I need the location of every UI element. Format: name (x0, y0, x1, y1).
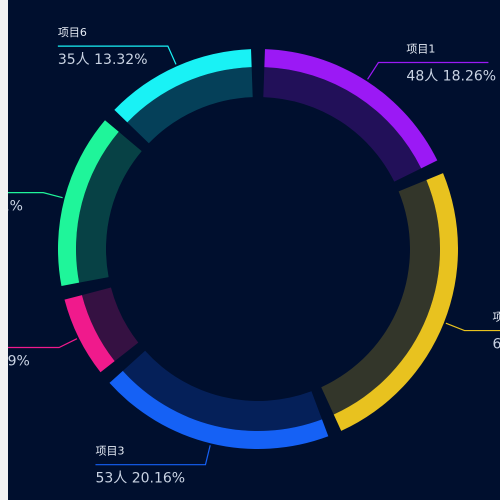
slice-5-rim (58, 120, 119, 287)
slice-2-leader (445, 322, 500, 332)
slice-1-name-label: 项目1 (406, 43, 435, 56)
slice-6-name-label: 项目6 (58, 26, 87, 39)
donut-chart: 项目1 48人 18.26% 项目2 67人 25.48% 项目3 53人 20.16% 项… (8, 26, 500, 487)
chart-panel: 项目1 48人 18.26% 项目2 67人 25.48% 项目3 53人 20.16% 项… (8, 0, 500, 500)
slice-4-band (81, 287, 139, 362)
slice-2-band (321, 179, 441, 415)
slice-1-band (263, 67, 422, 182)
slice-3-name-label: 项目3 (95, 445, 124, 458)
slice-6-value-label: 35人 13.32% (58, 52, 148, 68)
slice-5-value-label: 40人 15.21% (8, 199, 23, 215)
slice-1-leader (367, 61, 489, 80)
slice-3-leader (95, 445, 211, 466)
slice-2-rim (333, 173, 458, 431)
slice-1-rim (264, 49, 438, 169)
slice-3-band (122, 350, 322, 431)
slice-4-rim (64, 295, 115, 373)
slice-5-leader (8, 192, 63, 199)
slice-1-value-label: 48人 18.26% (406, 69, 496, 85)
slice-6-rim (114, 49, 252, 123)
slice-3-value-label: 53人 20.16% (95, 471, 185, 487)
slice-3-rim (109, 370, 329, 449)
slice-2-name-label: 项目2 (492, 311, 500, 324)
slice-4-leader (8, 338, 78, 349)
slice-2-value-label: 67人 25.48% (492, 337, 500, 353)
slice-5-band (76, 131, 142, 283)
slice-6-leader (57, 45, 177, 65)
slice-6-band (127, 67, 253, 144)
slice-4-value-label: 20人 7.59% (8, 354, 30, 370)
